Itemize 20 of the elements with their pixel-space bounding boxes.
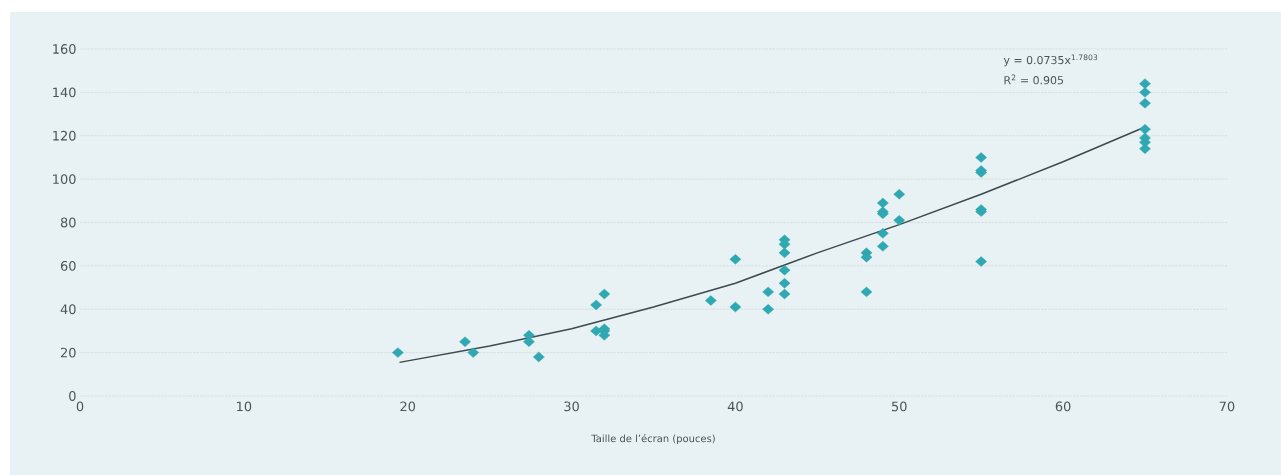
y-tick-label: 120 (53, 130, 76, 141)
x-tick-label: 20 (400, 401, 416, 412)
x-tick-label: 30 (564, 401, 579, 412)
y-tick-label: 80 (60, 217, 76, 228)
x-tick-label: 60 (1055, 401, 1071, 412)
y-tick-label: 140 (53, 87, 76, 98)
y-tick-label: 0 (69, 391, 76, 401)
annotation: R$^{2}$ = 0.905 (1004, 74, 1064, 85)
y-tick-label: 60 (60, 260, 76, 271)
x-tick-label: 0 (76, 401, 84, 412)
x-tick-label: 50 (892, 401, 907, 412)
x-axis-title: Taille de l’écran (pouces) (591, 434, 715, 445)
x-tick-label: 70 (1219, 401, 1235, 412)
x-tick-label: 40 (727, 401, 743, 412)
x-tick-label: 10 (237, 401, 252, 412)
y-tick-label: 100 (53, 174, 76, 185)
annotation: y = 0.0735x$^{1.7803}$ (1003, 54, 1098, 67)
y-tick-label: 40 (60, 304, 76, 315)
y-tick-label: 160 (53, 44, 76, 54)
y-tick-label: 20 (60, 347, 76, 358)
